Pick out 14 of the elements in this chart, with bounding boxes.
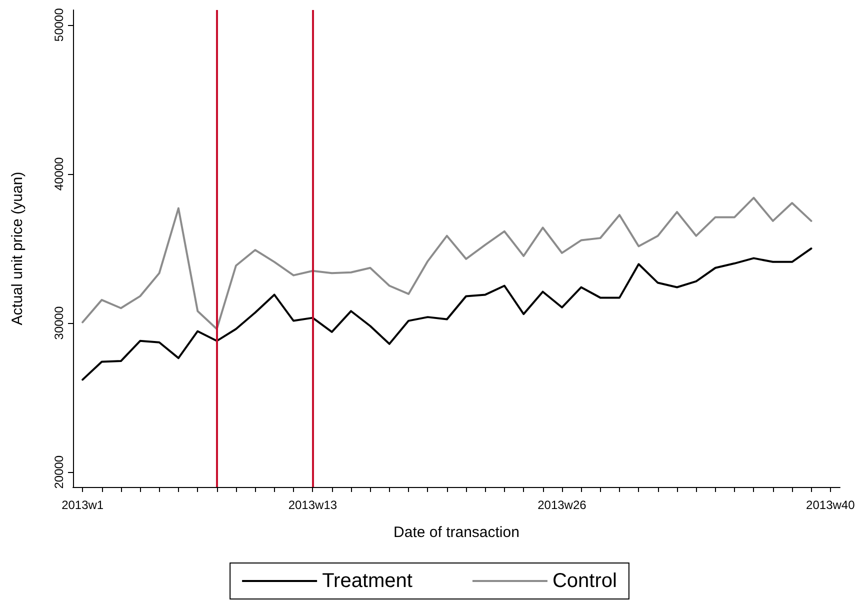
x-tick-label: 2013w26 [538,498,587,512]
y-tick-label: 20000 [52,455,66,489]
legend-label: Control [552,570,617,592]
y-tick-label: 40000 [52,156,66,191]
x-tick-label: 2013w40 [806,498,856,512]
x-tick-label: 2013w13 [288,498,338,512]
y-tick-label: 30000 [52,306,66,340]
x-axis-title: Date of transaction [394,524,520,541]
line-series [82,248,812,381]
legend-label: Treatment [322,570,413,592]
line-series [82,196,812,330]
x-tick-label: 2013w1 [62,498,104,512]
y-axis-title: Actual unit price (yuan) [9,172,26,326]
y-tick-label: 50000 [52,8,66,42]
